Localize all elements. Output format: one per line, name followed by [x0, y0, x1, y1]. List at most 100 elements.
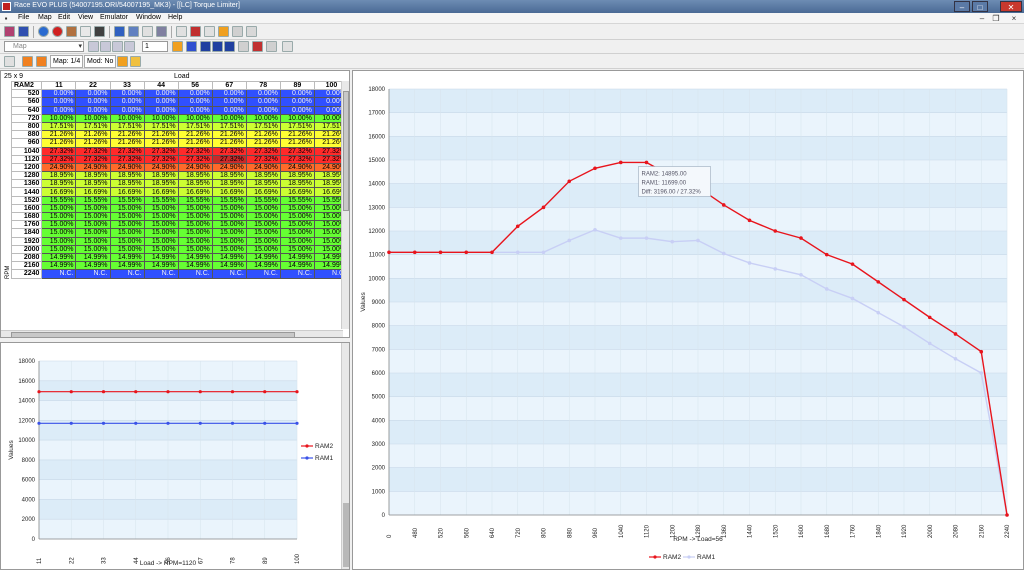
table-cell[interactable]: 0.00% — [211, 97, 247, 107]
table-cell[interactable]: 15.00% — [41, 203, 77, 214]
table-cell[interactable]: 17.51% — [75, 121, 111, 132]
table-cell[interactable]: 27.32% — [279, 146, 315, 156]
table-cell[interactable]: 24.90% — [41, 162, 77, 173]
table-cell[interactable]: 15.00% — [41, 228, 77, 238]
table-cell[interactable]: 15.00% — [279, 228, 315, 238]
swap-icon[interactable] — [232, 26, 243, 37]
row-header[interactable]: 1760 — [10, 220, 43, 230]
table-cell[interactable]: 15.00% — [41, 220, 77, 230]
table-cell[interactable]: 15.00% — [245, 203, 281, 214]
close-button[interactable]: ✕ — [1000, 1, 1022, 12]
table-cell[interactable]: 21.26% — [177, 130, 213, 140]
table-cell[interactable]: 0.00% — [109, 105, 145, 115]
flash-icon[interactable] — [117, 56, 128, 67]
row-header[interactable]: 2080 — [10, 252, 43, 263]
table-cell[interactable]: 21.26% — [245, 138, 281, 148]
ok-icon[interactable] — [246, 26, 257, 37]
row-header[interactable]: 1200 — [10, 162, 43, 173]
table-cell[interactable]: 16.69% — [143, 187, 179, 197]
table-cell[interactable]: 17.51% — [177, 121, 213, 132]
column-header[interactable]: 89 — [279, 80, 315, 91]
table-cell[interactable]: 18.95% — [177, 179, 213, 189]
table-cell[interactable]: N.C. — [279, 269, 315, 279]
checksum-icon[interactable] — [80, 26, 91, 37]
table-cell[interactable]: 18.95% — [143, 179, 179, 189]
table-cell[interactable]: 0.00% — [109, 89, 145, 99]
table-cell[interactable]: 0.00% — [177, 105, 213, 115]
table-cell[interactable]: 15.55% — [143, 195, 179, 205]
column-header[interactable]: 67 — [211, 80, 247, 91]
pen-icon[interactable] — [4, 56, 15, 67]
row-header[interactable]: 1920 — [10, 236, 43, 246]
table-cell[interactable]: 24.90% — [177, 162, 213, 173]
mdi-minimize-icon[interactable]: – — [979, 14, 985, 23]
page-icon[interactable] — [142, 26, 153, 37]
table-cell[interactable]: 10.00% — [75, 113, 111, 123]
table-cell[interactable]: 21.26% — [245, 130, 281, 140]
map-switch-icon[interactable] — [22, 56, 33, 67]
options-icon[interactable] — [282, 41, 293, 52]
table-cell[interactable]: 0.00% — [245, 97, 281, 107]
table-cell[interactable]: 15.00% — [143, 220, 179, 230]
table-cell[interactable]: 15.00% — [75, 236, 111, 246]
table-cell[interactable]: 15.00% — [41, 244, 77, 254]
row-header[interactable]: 520 — [10, 89, 43, 99]
table-cell[interactable]: 27.32% — [41, 154, 77, 164]
row-header[interactable]: 880 — [10, 130, 43, 140]
table-cell[interactable]: N.C. — [109, 269, 145, 279]
table-cell[interactable]: 15.00% — [109, 244, 145, 254]
save-file-icon[interactable] — [18, 26, 29, 37]
table-cell[interactable]: 15.00% — [75, 228, 111, 238]
table-cell[interactable]: 0.00% — [279, 89, 315, 99]
menu-file[interactable]: File — [18, 14, 30, 21]
table-cell[interactable]: 17.51% — [279, 121, 315, 132]
table-cell[interactable]: 15.00% — [245, 211, 281, 222]
table-cell[interactable]: 21.26% — [41, 138, 77, 148]
row-header[interactable]: 720 — [10, 113, 43, 123]
table-cell[interactable]: 21.26% — [143, 130, 179, 140]
import-icon[interactable] — [176, 26, 187, 37]
table-cell[interactable]: 17.51% — [41, 121, 77, 132]
table-cell[interactable]: 0.00% — [211, 89, 247, 99]
table-cell[interactable]: 24.90% — [211, 162, 247, 173]
table-cell[interactable]: 10.00% — [143, 113, 179, 123]
row-header[interactable]: 960 — [10, 138, 43, 148]
prev-icon[interactable] — [100, 41, 111, 52]
table-cell[interactable]: 16.69% — [245, 187, 281, 197]
table-cell[interactable]: 15.00% — [143, 236, 179, 246]
next-icon[interactable] — [112, 41, 123, 52]
table-cell[interactable]: 10.00% — [211, 113, 247, 123]
table-cell[interactable]: 0.00% — [41, 97, 77, 107]
table-cell[interactable]: 15.00% — [109, 203, 145, 214]
percent-icon[interactable] — [224, 41, 235, 52]
table-cell[interactable]: 15.00% — [109, 211, 145, 222]
table-cell[interactable]: 27.32% — [245, 154, 281, 164]
table-cell[interactable]: 15.00% — [211, 211, 247, 222]
undo-icon[interactable] — [266, 41, 277, 52]
table-cell[interactable]: 18.95% — [279, 171, 315, 181]
globe-icon[interactable] — [38, 26, 49, 37]
table-cell[interactable]: 10.00% — [245, 113, 281, 123]
table-cell[interactable]: 14.99% — [109, 261, 145, 271]
table-cell[interactable]: 15.00% — [143, 228, 179, 238]
table-cell[interactable]: 10.00% — [177, 113, 213, 123]
table-cell[interactable]: 14.99% — [279, 261, 315, 271]
row-header[interactable]: 800 — [10, 121, 43, 132]
table-cell[interactable]: 17.51% — [245, 121, 281, 132]
table-cell[interactable]: 15.55% — [75, 195, 111, 205]
table-cell[interactable]: 27.32% — [143, 146, 179, 156]
table-cell[interactable]: 15.00% — [75, 244, 111, 254]
open-file-icon[interactable] — [4, 26, 15, 37]
table-cell[interactable]: 21.26% — [143, 138, 179, 148]
table-horizontal-scrollbar[interactable] — [1, 330, 343, 337]
table-cell[interactable]: 15.00% — [177, 236, 213, 246]
first-icon[interactable] — [88, 41, 99, 52]
column-header[interactable]: 56 — [177, 80, 213, 91]
column-header[interactable]: 11 — [41, 80, 77, 91]
table-cell[interactable]: 10.00% — [279, 113, 315, 123]
table-cell[interactable]: 27.32% — [211, 146, 247, 156]
table-cell[interactable]: N.C. — [143, 269, 179, 279]
table-cell[interactable]: 0.00% — [211, 105, 247, 115]
table-cell[interactable]: 15.00% — [75, 211, 111, 222]
mdi-restore-icon[interactable]: ❐ — [992, 14, 1000, 23]
